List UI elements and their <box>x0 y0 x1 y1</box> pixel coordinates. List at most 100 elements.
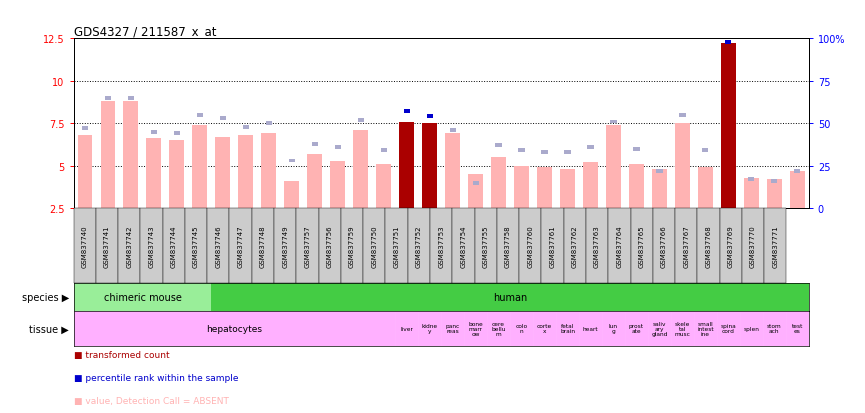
Bar <box>146 139 162 209</box>
Text: saliv
ary
gland: saliv ary gland <box>651 321 668 336</box>
Text: skele
tal
musc: skele tal musc <box>675 321 690 336</box>
Bar <box>381 149 387 153</box>
Bar <box>702 149 708 153</box>
Bar <box>587 146 593 150</box>
Bar <box>445 134 460 209</box>
Text: GSM837766: GSM837766 <box>661 224 667 267</box>
Bar <box>496 144 502 148</box>
Bar <box>671 311 694 346</box>
Bar <box>353 131 368 209</box>
Text: panc
reas: panc reas <box>445 323 460 334</box>
Text: bone
marr
ow: bone marr ow <box>468 321 483 336</box>
Text: GSM837744: GSM837744 <box>170 225 176 267</box>
Bar <box>675 124 690 209</box>
Text: GSM837758: GSM837758 <box>505 225 511 267</box>
Bar <box>694 311 717 346</box>
Text: prost
ate: prost ate <box>629 323 644 334</box>
Text: chimeric mouse: chimeric mouse <box>104 292 182 302</box>
Text: GSM837762: GSM837762 <box>572 225 578 267</box>
Bar <box>100 102 115 209</box>
Text: splen: splen <box>743 326 759 331</box>
Bar <box>211 283 809 311</box>
Text: GSM837761: GSM837761 <box>549 224 555 267</box>
Bar <box>422 124 437 209</box>
Bar <box>698 168 713 209</box>
Text: GSM837770: GSM837770 <box>750 224 756 267</box>
Text: GSM837740: GSM837740 <box>81 225 87 267</box>
Text: GSM837759: GSM837759 <box>349 225 355 267</box>
Bar <box>740 311 763 346</box>
Bar <box>174 132 180 136</box>
Text: small
intest
ine: small intest ine <box>697 321 714 336</box>
Bar <box>192 126 208 209</box>
Text: cere
bellu
m: cere bellu m <box>491 321 506 336</box>
Bar <box>128 97 134 100</box>
Text: GSM837763: GSM837763 <box>594 224 600 267</box>
Text: liver: liver <box>400 326 413 331</box>
Text: lun
g: lun g <box>609 323 618 334</box>
Bar <box>376 164 391 209</box>
Bar <box>307 154 323 209</box>
Text: GSM837768: GSM837768 <box>706 224 712 267</box>
Text: corte
x: corte x <box>537 323 552 334</box>
Bar <box>565 151 571 154</box>
Bar <box>611 120 617 124</box>
Bar <box>790 171 804 209</box>
Text: GSM837747: GSM837747 <box>238 225 244 267</box>
Bar <box>215 138 230 209</box>
Text: GSM837746: GSM837746 <box>215 225 221 267</box>
Text: GSM837748: GSM837748 <box>260 225 266 267</box>
Bar <box>82 127 88 131</box>
Bar <box>679 114 685 117</box>
Text: tissue ▶: tissue ▶ <box>29 323 69 334</box>
Text: hepatocytes: hepatocytes <box>207 324 262 333</box>
Bar <box>441 311 465 346</box>
Bar <box>311 142 317 146</box>
Text: GSM837749: GSM837749 <box>282 225 288 267</box>
Bar <box>243 125 249 129</box>
Text: GSM837755: GSM837755 <box>483 225 489 267</box>
Text: GSM837741: GSM837741 <box>104 225 110 267</box>
Text: GSM837751: GSM837751 <box>394 225 400 267</box>
Text: test
es: test es <box>791 323 803 334</box>
Bar <box>105 97 111 100</box>
Bar <box>285 181 299 209</box>
Text: GSM837752: GSM837752 <box>416 225 422 267</box>
Bar <box>537 168 552 209</box>
Bar <box>426 115 432 119</box>
Text: GSM837754: GSM837754 <box>460 225 466 267</box>
Bar <box>261 134 276 209</box>
Bar <box>357 119 364 123</box>
Text: GSM837742: GSM837742 <box>126 225 132 267</box>
Text: GSM837769: GSM837769 <box>727 224 734 267</box>
Text: ■ transformed count: ■ transformed count <box>74 350 170 359</box>
Text: GDS4327 / 211587_x_at: GDS4327 / 211587_x_at <box>74 25 216 38</box>
Text: fetal
brain: fetal brain <box>560 323 575 334</box>
Bar <box>556 311 579 346</box>
Bar <box>606 126 621 209</box>
Bar <box>725 40 732 45</box>
Text: GSM837756: GSM837756 <box>327 225 333 267</box>
Bar <box>74 311 395 346</box>
Bar <box>74 283 211 311</box>
Bar <box>657 169 663 173</box>
Bar <box>541 151 548 154</box>
Bar <box>450 129 456 133</box>
Bar <box>602 311 625 346</box>
Text: GSM837760: GSM837760 <box>528 224 533 267</box>
Text: GSM837743: GSM837743 <box>149 225 155 267</box>
Text: species ▶: species ▶ <box>22 292 69 302</box>
Text: ■ percentile rank within the sample: ■ percentile rank within the sample <box>74 373 238 382</box>
Bar <box>468 175 483 209</box>
Bar <box>772 180 778 183</box>
Text: GSM837753: GSM837753 <box>439 225 444 267</box>
Text: colo
n: colo n <box>516 323 528 334</box>
Bar <box>220 117 226 121</box>
Text: stom
ach: stom ach <box>767 323 782 334</box>
Bar <box>487 311 510 346</box>
Text: kidne
y: kidne y <box>421 323 438 334</box>
Text: GSM837745: GSM837745 <box>193 225 199 267</box>
Text: GSM837757: GSM837757 <box>304 225 311 267</box>
Bar <box>151 131 157 134</box>
Bar <box>583 163 598 209</box>
